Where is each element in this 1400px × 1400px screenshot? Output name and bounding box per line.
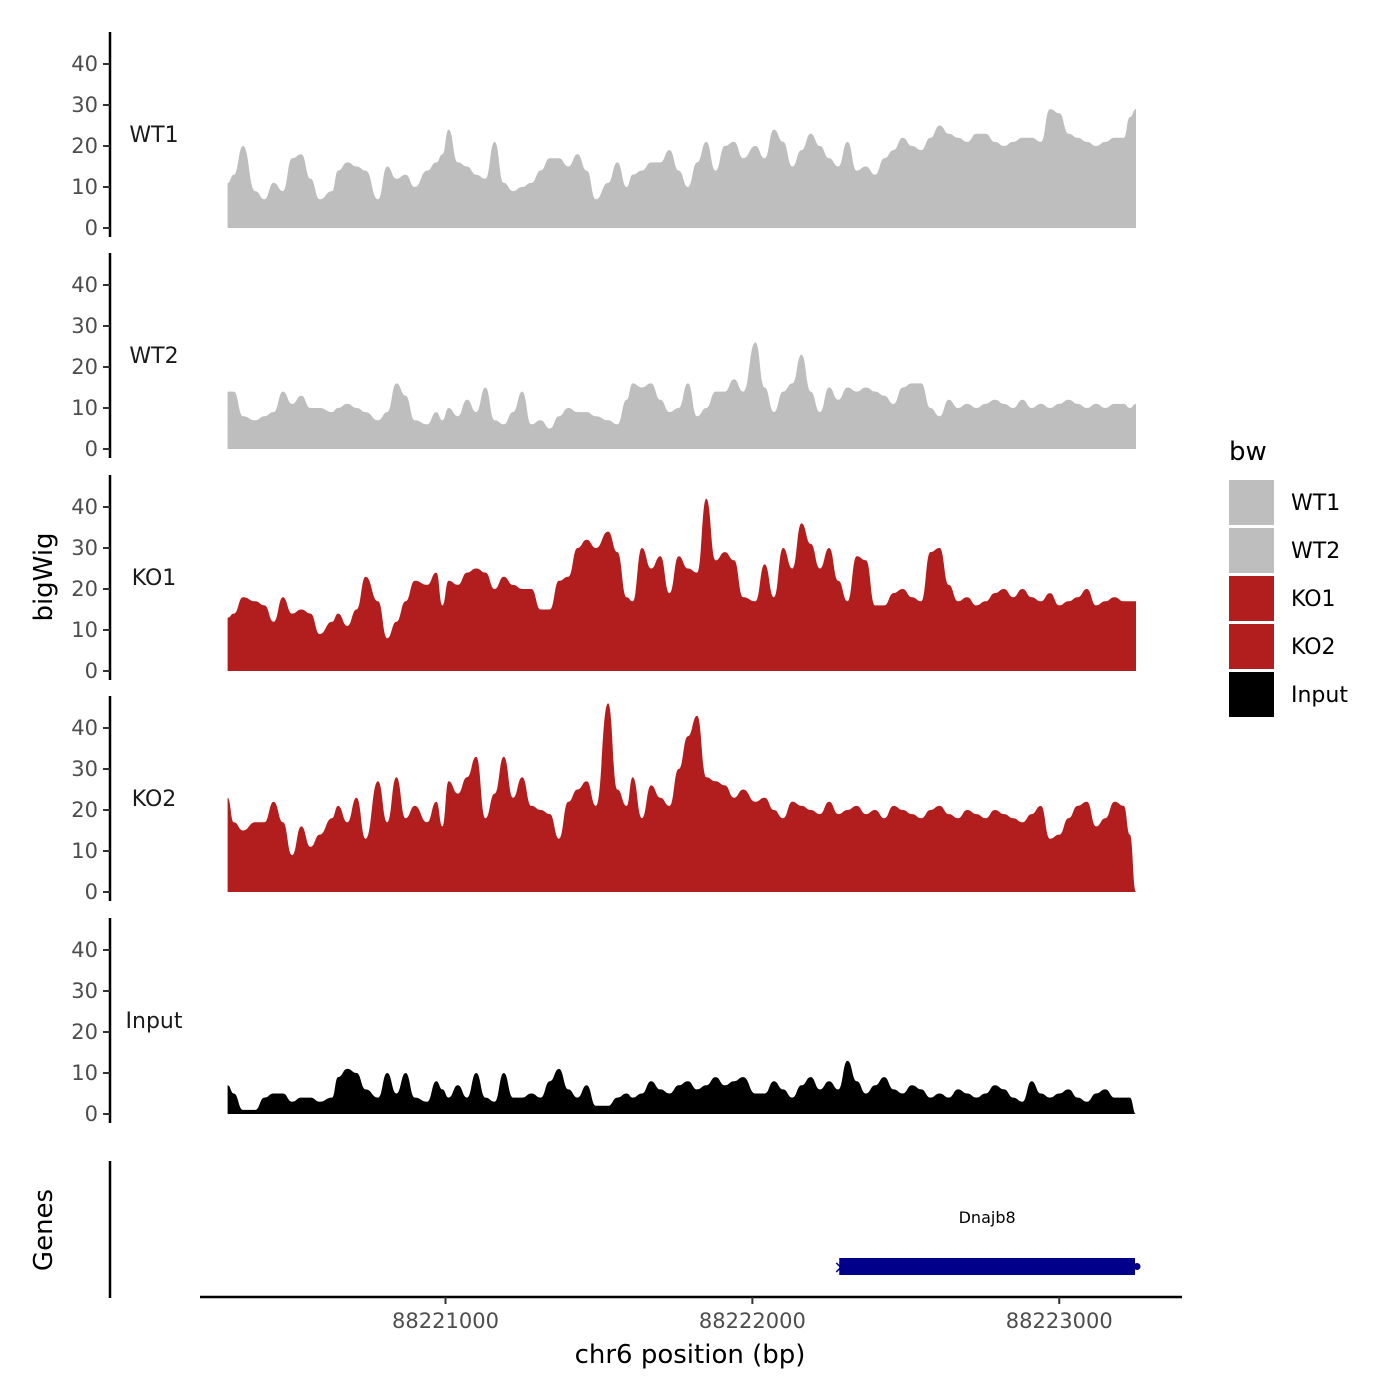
y-tick-label: 40 (71, 273, 98, 297)
track-input: 0 10 20 30 40 Input (71, 918, 1137, 1126)
y-tick-label: 20 (71, 355, 98, 379)
legend-key-ko2 (1229, 624, 1274, 669)
track-wt2: 0 10 20 30 40 WT2 (71, 253, 1137, 461)
x-tick-label: 88221000 (392, 1309, 499, 1333)
y-tick-label: 30 (71, 757, 98, 781)
legend-key-wt2 (1229, 528, 1274, 573)
y-tick-label: 40 (71, 716, 98, 740)
y-tick-label: 0 (85, 659, 98, 683)
area-ko2 (227, 703, 1137, 892)
y-tick-label: 30 (71, 979, 98, 1003)
y-tick-label: 10 (71, 1061, 98, 1085)
legend-title: bw (1229, 437, 1267, 467)
y-tick-label: 30 (71, 93, 98, 117)
area-wt1 (227, 109, 1137, 228)
legend-label: WT2 (1291, 539, 1340, 564)
legend-label: KO2 (1291, 635, 1336, 660)
y-tick-label: 40 (71, 52, 98, 76)
track-ko1: 0 10 20 30 40 KO1 (71, 475, 1137, 683)
gene-track: × Dnajb8 (108, 1161, 1141, 1298)
y-tick-label: 20 (71, 1020, 98, 1044)
track-ko2: 0 10 20 30 40 KO2 (71, 696, 1137, 904)
y-tick-label: 0 (85, 437, 98, 461)
x-tick-label: 88223000 (1006, 1309, 1113, 1333)
x-axis: 88221000 88222000 88223000 (200, 1295, 1182, 1333)
x-tick-label: 88222000 (699, 1309, 806, 1333)
coverage-tracks: 0 10 20 30 40 WT1 0 10 20 30 40 WT2 0 10 20 30 40 KO1 0 10 2… (71, 32, 1137, 1126)
legend-label: WT1 (1291, 491, 1340, 516)
gene-strand-marker: × (833, 1257, 848, 1278)
gene-body (839, 1258, 1136, 1275)
legend-key-ko1 (1229, 576, 1274, 621)
y-tick-label: 10 (71, 396, 98, 420)
y-tick-label: 20 (71, 134, 98, 158)
y-tick-label: 10 (71, 839, 98, 863)
track-label: WT2 (129, 344, 178, 369)
y-tick-label: 20 (71, 577, 98, 601)
x-axis-title: chr6 position (bp) (575, 1340, 806, 1370)
legend-label: Input (1291, 683, 1348, 708)
y-tick-label: 40 (71, 938, 98, 962)
y-axis-title: bigWig (29, 532, 59, 621)
track-label: Input (126, 1009, 183, 1034)
track-label: KO1 (132, 566, 177, 591)
legend: bw WT1 WT2 KO1 KO2 Input (1229, 437, 1348, 717)
y-tick-label: 0 (85, 216, 98, 240)
y-tick-label: 0 (85, 1102, 98, 1126)
y-tick-label: 20 (71, 798, 98, 822)
legend-label: KO1 (1291, 587, 1336, 612)
legend-key-wt1 (1229, 480, 1274, 525)
area-ko1 (227, 498, 1137, 671)
legend-key-input (1229, 672, 1274, 717)
gene-end-marker (1133, 1263, 1141, 1270)
gene-track-title: Genes (29, 1189, 59, 1271)
y-tick-label: 0 (85, 880, 98, 904)
track-wt1: 0 10 20 30 40 WT1 (71, 32, 1137, 240)
area-input (227, 1060, 1137, 1114)
track-label: KO2 (132, 787, 177, 812)
area-wt2 (227, 342, 1137, 449)
y-tick-label: 10 (71, 618, 98, 642)
gene-label: Dnajb8 (959, 1208, 1016, 1227)
y-tick-label: 40 (71, 495, 98, 519)
y-tick-label: 10 (71, 175, 98, 199)
y-tick-label: 30 (71, 536, 98, 560)
y-tick-label: 30 (71, 314, 98, 338)
track-label: WT1 (129, 123, 178, 148)
